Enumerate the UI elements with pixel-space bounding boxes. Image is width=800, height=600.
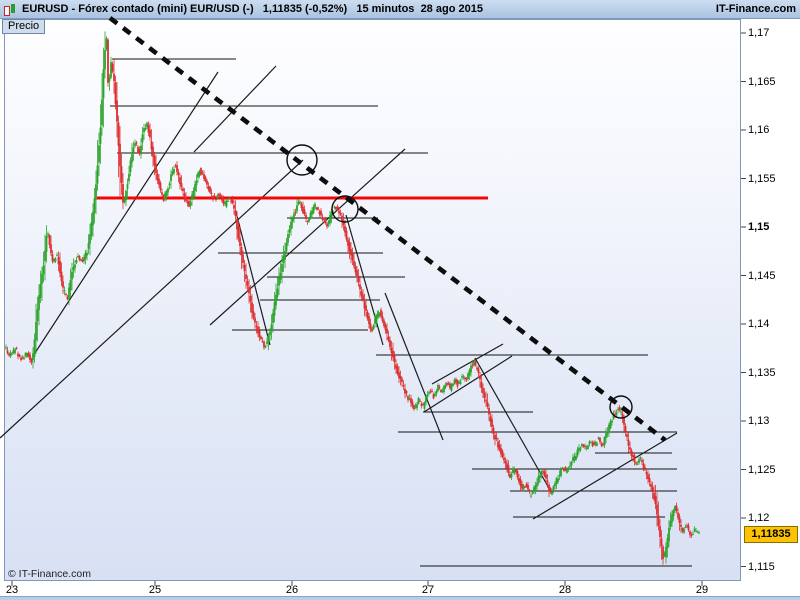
y-axis-label: 1,13 (748, 415, 770, 427)
y-axis-label: 1,17 (748, 27, 770, 39)
y-axis-label: 1,12 (748, 512, 770, 524)
x-axis-label: 28 (558, 584, 572, 596)
downtrend-dashed-line (108, 16, 667, 442)
trend-lines (0, 65, 678, 520)
timeframe-label: 15 minutos (356, 3, 415, 15)
x-axis-label: 29 (695, 584, 709, 596)
axis-ticks (11, 32, 746, 586)
candles (5, 31, 700, 565)
support-resistance-lines (110, 58, 692, 567)
instrument-title: EURUSD - Fórex contado (mini) EUR/USD (-… (22, 3, 254, 15)
x-axis-label: 23 (5, 584, 19, 596)
y-axis-label: 1,125 (748, 463, 776, 476)
title-bar: EURUSD - Fórex contado (mini) EUR/USD (-… (0, 0, 800, 19)
last-price-and-change: 1,11835 (-0,52%) (262, 3, 348, 15)
y-axis-label: 1,165 (748, 75, 776, 88)
y-axis-label: 1,155 (748, 172, 776, 185)
brand-label: IT-Finance.com (715, 3, 796, 15)
copyright-watermark: © IT-Finance.com (8, 568, 92, 580)
tab-precio[interactable]: Precio (2, 19, 46, 34)
y-axis-label: 1,145 (748, 269, 776, 282)
current-price-badge: 1,11835 (744, 526, 798, 543)
candlestick-chart-icon (3, 2, 18, 16)
x-axis-label: 27 (421, 584, 435, 596)
annotation-circles (286, 144, 633, 419)
y-axis-label: 1,15 (748, 221, 770, 233)
x-axis-label: 26 (285, 584, 299, 596)
y-axis-label: 1,14 (748, 318, 770, 330)
y-axis-label: 1,135 (748, 366, 776, 379)
y-axis-label: 1,16 (748, 124, 770, 136)
bottom-scroll-strip[interactable] (0, 596, 800, 600)
y-axis-label: 1,115 (748, 560, 775, 573)
x-axis-label: 25 (148, 584, 162, 596)
date-label: 28 ago 2015 (420, 3, 483, 15)
